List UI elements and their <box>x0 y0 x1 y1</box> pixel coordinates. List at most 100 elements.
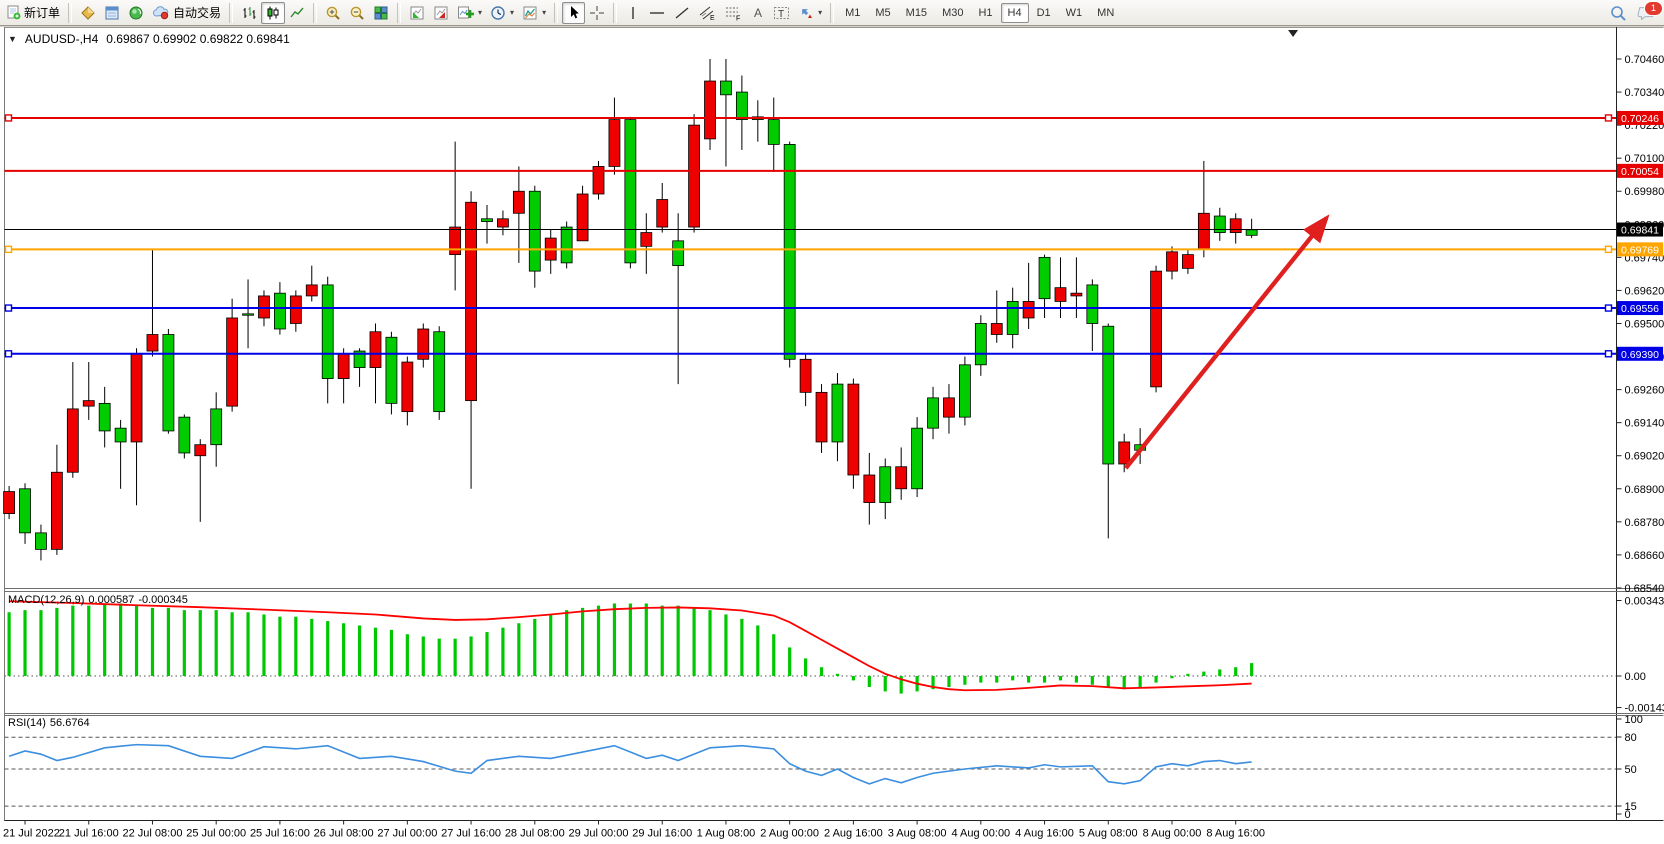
timeframe-button-h4[interactable]: H4 <box>1000 2 1029 23</box>
chart-symbol-period: AUDUSD-,H4 <box>24 32 99 46</box>
macd-indicator-label: MACD(12,26,9) 0.000587 -0.000345 <box>8 594 192 606</box>
bar-chart-mode-button[interactable] <box>237 2 261 24</box>
candle-body <box>1054 287 1067 302</box>
line-handle[interactable] <box>1604 245 1613 254</box>
candle-body <box>704 80 716 140</box>
candle-body <box>672 240 685 267</box>
candle-body <box>911 427 924 490</box>
candle-body <box>799 358 812 393</box>
macd-name: MACD(12,26,9) <box>8 594 85 606</box>
navigator-button[interactable] <box>124 2 148 24</box>
timeframe-button-mn[interactable]: MN <box>1097 6 1115 19</box>
timeframe-button-m5[interactable]: M5 <box>875 6 891 19</box>
auto-arrange-button[interactable] <box>405 2 429 24</box>
horizontal-line-tool-button[interactable] <box>644 2 670 24</box>
vertical-line-tool-button[interactable] <box>621 2 644 24</box>
candle-body <box>640 232 653 247</box>
candle-body <box>98 402 111 432</box>
rsi-value: 56.6764 <box>49 717 90 729</box>
candlestick-icon <box>265 5 281 21</box>
text-tool-button[interactable]: A <box>746 2 769 24</box>
fibonacci-tool-button[interactable]: F <box>720 2 746 24</box>
line-handle[interactable] <box>4 350 13 358</box>
candle-body <box>1245 229 1258 236</box>
candle-body <box>353 350 366 368</box>
line-handle[interactable] <box>1604 304 1613 312</box>
price-tick-label: 0.68540 <box>1625 583 1664 595</box>
zoom-in-button[interactable] <box>321 2 345 24</box>
macd-signal-value: -0.000345 <box>138 594 188 606</box>
chart-shift-marker[interactable] <box>1288 30 1299 37</box>
chart-window[interactable]: 0.70460 0.70340 0.70220 0.70100 0.69980 0.698… <box>0 27 1664 844</box>
collapse-triangle-icon[interactable]: ▼ <box>8 34 17 44</box>
add-indicator-button[interactable]: ▾ <box>453 2 486 24</box>
horizontal-line-icon <box>648 6 666 20</box>
notification-badge: 1 <box>1644 0 1663 16</box>
time-axis-label: 5 Aug 08:00 <box>1079 828 1138 840</box>
trendline-tool-button[interactable] <box>670 2 694 24</box>
market-watch-button[interactable] <box>76 2 100 24</box>
timeframe-button-w1[interactable]: W1 <box>1065 6 1083 19</box>
cursor-tool-button[interactable] <box>562 1 586 24</box>
chart-shift-button[interactable] <box>429 2 453 24</box>
svg-text:T: T <box>778 9 784 20</box>
green-orb-icon <box>128 5 144 21</box>
vertical-line-icon <box>627 5 639 21</box>
line-chart-mode-button[interactable] <box>285 2 309 24</box>
candle-body <box>66 408 79 473</box>
chat-notifications-icon[interactable]: 1 <box>1637 0 1663 22</box>
trend-arrow[interactable] <box>1124 214 1330 470</box>
data-window-button[interactable] <box>100 2 124 24</box>
candle-body <box>1213 215 1226 233</box>
line-chart-icon <box>289 5 305 21</box>
timeframe-button-m15[interactable]: M15 <box>905 6 928 19</box>
candle-body <box>289 295 302 324</box>
candle-body <box>767 119 780 145</box>
auto-trading-button[interactable]: 自动交易 <box>148 2 225 24</box>
candle-body <box>82 400 95 407</box>
new-order-button[interactable]: 新订单 <box>2 2 64 24</box>
line-handle[interactable] <box>4 304 13 312</box>
time-axis-label: 27 Jul 00:00 <box>377 828 437 840</box>
timeframe-button-h1[interactable]: H1 <box>978 6 993 19</box>
candle-body <box>1006 301 1019 335</box>
timeframe-button-m30[interactable]: M30 <box>942 6 964 19</box>
candle-body <box>560 226 573 264</box>
crosshair-tool-button[interactable] <box>585 2 609 24</box>
gold-diamond-icon <box>80 5 96 21</box>
price-label-badge <box>1617 242 1663 257</box>
candle-body <box>1182 254 1194 269</box>
candle-body <box>783 144 796 360</box>
line-handle[interactable] <box>4 245 13 254</box>
price-tick-label: 0.68900 <box>1625 484 1664 496</box>
search-icon[interactable] <box>1609 4 1627 22</box>
arrow-objects-button[interactable]: ▾ <box>794 2 826 24</box>
line-handle[interactable] <box>1604 114 1613 122</box>
clock-icon <box>490 5 506 21</box>
zoom-out-button[interactable] <box>345 2 369 24</box>
macd-axis-label: 0.003435 <box>1625 596 1664 608</box>
macd-axis-label: 0.00 <box>1625 671 1646 683</box>
period-selector-button[interactable]: ▾ <box>486 2 518 24</box>
price-tick-label: 0.69620 <box>1625 285 1664 297</box>
templates-button[interactable]: ▾ <box>518 2 550 24</box>
time-axis-label: 1 Aug 08:00 <box>697 828 756 840</box>
candlestick-mode-button[interactable] <box>261 1 286 24</box>
toolbar-separator <box>313 2 318 23</box>
chevron-down-icon: ▾ <box>818 8 823 17</box>
rsi-axis-label: 100 <box>1625 714 1643 726</box>
line-handle[interactable] <box>4 114 13 122</box>
tile-windows-button[interactable] <box>369 2 393 24</box>
time-axis-label: 29 Jul 16:00 <box>632 828 692 840</box>
candle-body <box>735 91 748 121</box>
channel-tool-button[interactable]: E <box>694 2 720 24</box>
price-tick-label: 0.69260 <box>1625 385 1664 397</box>
text-label-tool-button[interactable]: T <box>769 2 794 24</box>
candle-body <box>385 336 398 404</box>
zoom-out-icon <box>349 5 365 21</box>
line-handle[interactable] <box>1604 350 1613 358</box>
timeframe-button-m1[interactable]: M1 <box>845 6 861 19</box>
timeframe-button-d1[interactable]: D1 <box>1036 6 1051 19</box>
toolbar-separator <box>830 2 835 23</box>
chart-shift-icon <box>433 5 449 21</box>
